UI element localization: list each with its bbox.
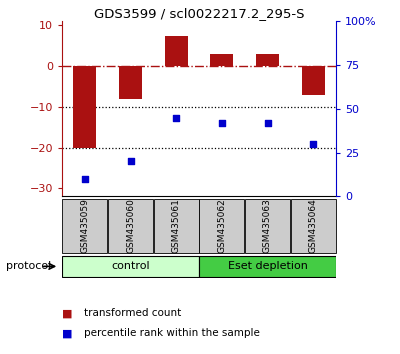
Bar bbox=[210, 54, 233, 66]
Text: GSM435064: GSM435064 bbox=[309, 198, 318, 253]
Title: GDS3599 / scl0022217.2_295-S: GDS3599 / scl0022217.2_295-S bbox=[94, 7, 304, 20]
Bar bbox=[74, 66, 96, 148]
Text: percentile rank within the sample: percentile rank within the sample bbox=[84, 329, 260, 338]
Text: ■: ■ bbox=[62, 308, 72, 318]
Bar bbox=[119, 66, 142, 99]
Bar bbox=[290, 199, 336, 252]
Text: ■: ■ bbox=[62, 329, 72, 338]
Bar bbox=[256, 54, 279, 66]
Point bbox=[173, 115, 179, 120]
Point bbox=[127, 159, 134, 164]
Point bbox=[219, 120, 225, 126]
Bar bbox=[199, 199, 244, 252]
Text: protocol: protocol bbox=[6, 261, 51, 272]
Text: GSM435060: GSM435060 bbox=[126, 198, 135, 253]
Bar bbox=[199, 256, 336, 277]
Bar bbox=[108, 199, 153, 252]
Bar bbox=[62, 199, 108, 252]
Point bbox=[82, 176, 88, 182]
Bar bbox=[62, 256, 199, 277]
Text: GSM435062: GSM435062 bbox=[217, 198, 226, 253]
Point bbox=[264, 120, 271, 126]
Text: GSM435061: GSM435061 bbox=[172, 198, 181, 253]
Text: control: control bbox=[111, 261, 150, 272]
Text: GSM435059: GSM435059 bbox=[80, 198, 89, 253]
Point bbox=[310, 141, 316, 147]
Text: Eset depletion: Eset depletion bbox=[228, 261, 308, 272]
Bar bbox=[154, 199, 199, 252]
Bar bbox=[165, 35, 188, 66]
Text: transformed count: transformed count bbox=[84, 308, 181, 318]
Bar bbox=[245, 199, 290, 252]
Text: GSM435063: GSM435063 bbox=[263, 198, 272, 253]
Bar bbox=[302, 66, 324, 95]
